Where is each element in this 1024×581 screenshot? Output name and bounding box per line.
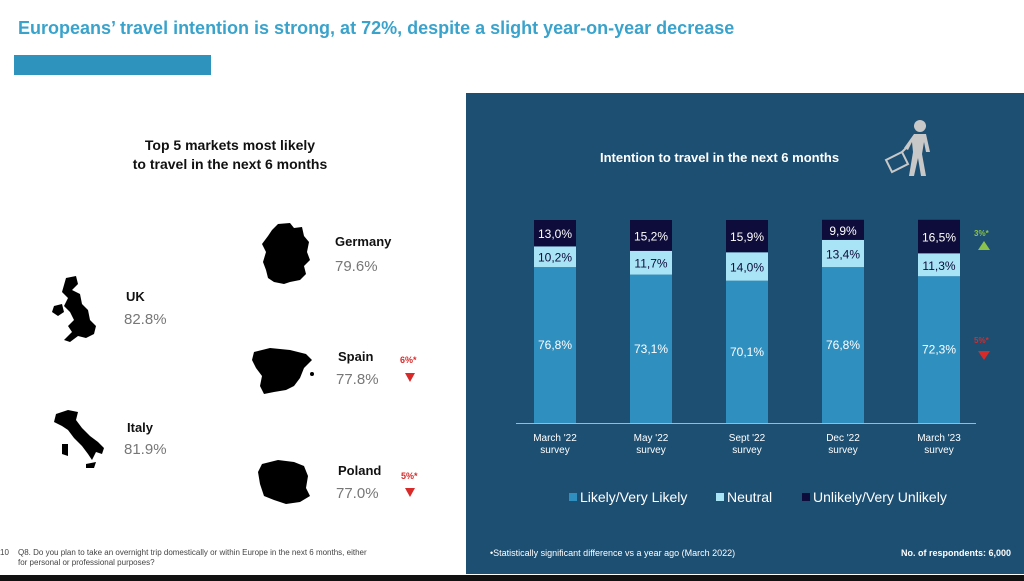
up-arrow-icon xyxy=(978,241,990,250)
country-name-uk: UK xyxy=(126,289,145,304)
legend-label-1: Likely/Very Likely xyxy=(580,489,687,505)
data-label-3-1: 13,0% xyxy=(538,227,572,241)
italy-map-icon xyxy=(54,410,104,468)
bar-segment-3-2 xyxy=(630,220,672,251)
bar-segment-3-4 xyxy=(822,219,864,240)
data-label-3-3: 15,9% xyxy=(730,230,764,244)
bar-segment-1-3 xyxy=(726,280,768,423)
data-label-2-4: 13,4% xyxy=(826,247,860,261)
country-name-spain: Spain xyxy=(338,349,374,364)
category-label-5-2: survey xyxy=(924,445,953,456)
bar-segment-2-3 xyxy=(726,252,768,281)
country-value-italy: 81.9% xyxy=(124,441,167,458)
data-label-1-4: 76,8% xyxy=(826,338,860,352)
bar-segment-3-5 xyxy=(918,219,960,254)
data-label-1-1: 76,8% xyxy=(538,338,572,352)
bar-segment-3-1 xyxy=(534,220,576,247)
respondents-count: No. of respondents: 6,000 xyxy=(901,548,1012,558)
category-label-2-1: May '22 xyxy=(634,433,669,444)
title-accent-bar xyxy=(14,55,211,75)
category-label-4-2: survey xyxy=(828,445,857,456)
bottom-border xyxy=(0,575,1024,581)
annotation-label-2: 5%* xyxy=(974,336,990,345)
data-label-2-5: 11,3% xyxy=(922,259,955,273)
country-name-italy: Italy xyxy=(127,420,154,435)
bar-segment-2-4 xyxy=(822,239,864,268)
country-name-germany: Germany xyxy=(335,234,392,249)
country-value-poland: 77.0% xyxy=(336,485,379,502)
page-title: Europeans’ travel intention is strong, a… xyxy=(18,18,735,38)
data-label-3-5: 16,5% xyxy=(922,231,956,245)
country-value-spain: 77.8% xyxy=(336,371,379,388)
bar-segment-2-5 xyxy=(918,253,960,277)
bar-segment-2-2 xyxy=(630,250,672,275)
bar-segment-1-1 xyxy=(534,267,576,423)
category-label-4-1: Dec '22 xyxy=(826,433,860,444)
markets-heading: Top 5 markets most likely to travel in t… xyxy=(132,137,328,172)
legend-label-3: Unlikely/Very Unlikely xyxy=(813,489,947,505)
bar-segment-3-3 xyxy=(726,220,768,253)
spain-down-arrow-icon xyxy=(405,373,415,382)
spain-delta-label: 6%* xyxy=(400,355,417,365)
country-name-poland: Poland xyxy=(338,463,382,478)
country-value-germany: 79.6% xyxy=(335,258,378,275)
legend-swatch-1 xyxy=(569,493,577,501)
poland-delta-label: 5%* xyxy=(401,471,418,481)
country-value-uk: 82.8% xyxy=(124,311,167,328)
data-label-1-3: 70,1% xyxy=(730,345,764,359)
annotation-label-1: 3%* xyxy=(974,229,990,238)
bar-segment-1-5 xyxy=(918,276,960,423)
data-label-1-5: 72,3% xyxy=(922,343,956,357)
traveler-with-suitcase-icon xyxy=(884,120,930,176)
data-label-2-2: 11,7% xyxy=(634,257,667,271)
bar-segment-1-2 xyxy=(630,274,672,423)
uk-map-icon xyxy=(52,276,96,342)
data-label-3-2: 15,2% xyxy=(634,229,668,243)
spain-map-icon xyxy=(252,348,314,394)
category-label-3-2: survey xyxy=(732,445,761,456)
category-label-5-1: March '23 xyxy=(917,433,961,444)
page-number: 10 xyxy=(0,548,9,557)
bar-segment-1-4 xyxy=(822,267,864,423)
data-label-3-4: 9,9% xyxy=(829,224,857,238)
legend-label-2: Neutral xyxy=(727,489,772,505)
germany-map-icon xyxy=(262,223,310,284)
legend-swatch-3 xyxy=(802,493,810,501)
category-label-1-2: survey xyxy=(540,445,569,456)
question-footnote: Q8. Do you plan to take an overnight tri… xyxy=(18,548,367,567)
data-label-2-3: 14,0% xyxy=(730,260,764,274)
poland-map-icon xyxy=(258,460,310,504)
bar-segment-2-1 xyxy=(534,246,576,268)
category-label-2-2: survey xyxy=(636,445,665,456)
down-arrow-icon xyxy=(978,351,990,360)
category-label-3-1: Sept '22 xyxy=(729,433,766,444)
category-label-1-1: March '22 xyxy=(533,433,577,444)
data-label-2-1: 10,2% xyxy=(538,251,572,265)
data-label-1-2: 73,1% xyxy=(634,342,668,356)
poland-down-arrow-icon xyxy=(405,488,415,497)
chart-title: Intention to travel in the next 6 months xyxy=(600,150,840,165)
legend-swatch-2 xyxy=(716,493,724,501)
significance-footnote: •Statistically significant difference vs… xyxy=(490,548,736,558)
stacked-bar-chart: 76,8% 10,2% 13,0% 73,1% 11,7% 15,2% 70,1% 14,0%… xyxy=(516,219,990,505)
